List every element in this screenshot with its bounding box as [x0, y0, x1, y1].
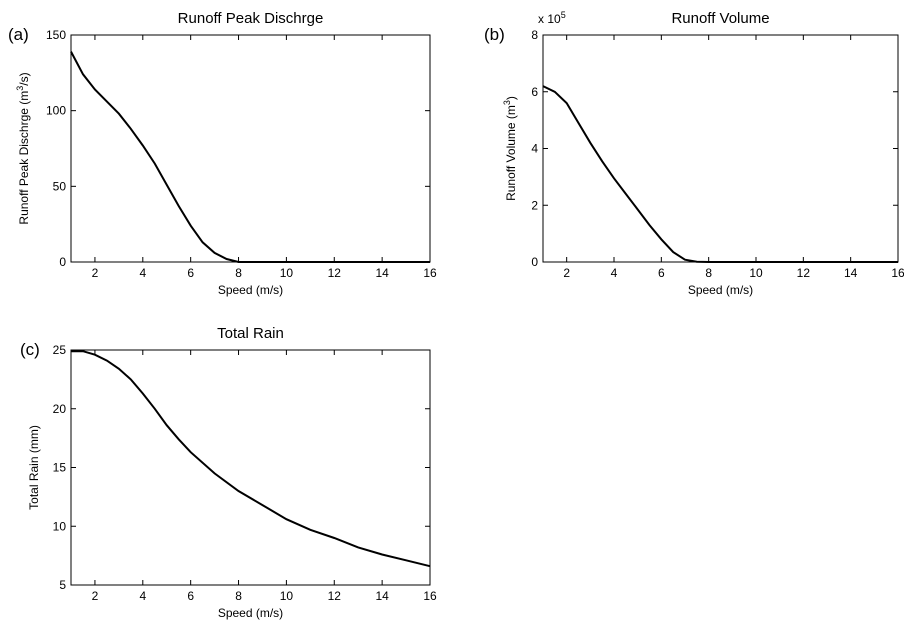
y-tick-label: 6	[531, 85, 538, 99]
x-tick-label: 14	[375, 266, 389, 280]
chart-title: Total Rain	[217, 325, 284, 342]
chart-panel-c: 2 4 6 8 10 12 14 16 5 10 15 20 25 Total Rain (c) Speed …	[20, 325, 437, 620]
y-tick-label: 100	[46, 104, 66, 118]
y-tick-label: 4	[531, 142, 538, 156]
x-tick-label: 2	[92, 266, 99, 280]
chart-title: Runoff Volume	[671, 10, 769, 27]
series-line	[71, 350, 431, 568]
series-line	[542, 85, 898, 263]
x-tick-label: 6	[658, 266, 665, 280]
y-tick-label: 150	[46, 28, 66, 42]
x-tick-label: 6	[187, 266, 194, 280]
x-tick-label: 4	[139, 266, 146, 280]
plot-frame	[542, 34, 899, 263]
x-tick-label: 2	[563, 266, 570, 280]
chart-panel-a: 2 4 6 8 10 12 14 16 0 50 100 150 Runoff Peak Dischrg…	[8, 10, 437, 297]
x-tick-label: 8	[235, 589, 242, 603]
x-tick-label: 16	[891, 266, 904, 280]
x-tick-label: 12	[328, 266, 342, 280]
x-tick-label: 4	[139, 589, 146, 603]
y-tick-label: 0	[531, 255, 538, 269]
x-axis-label: Speed (m/s)	[688, 283, 753, 297]
series-line	[70, 51, 430, 263]
y-tick-label: 5	[59, 578, 66, 592]
x-tick-label: 16	[423, 266, 437, 280]
panel-label: (b)	[484, 25, 505, 44]
y-tick-label: 15	[53, 461, 67, 475]
y-axis-label: Runoff Volume (m3)	[502, 96, 518, 201]
y-tick-label: 8	[531, 28, 538, 42]
x-axis-label: Speed (m/s)	[218, 283, 283, 297]
axis-exponent-label: x 105	[538, 10, 566, 26]
x-tick-label: 4	[611, 266, 618, 280]
x-axis-label: Speed (m/s)	[218, 606, 283, 620]
plot-frame	[70, 349, 431, 586]
y-tick-label: 10	[53, 519, 67, 533]
x-tick-label: 14	[844, 266, 858, 280]
y-tick-label: 0	[59, 255, 66, 269]
panel-label: (c)	[20, 340, 40, 359]
x-tick-label: 14	[375, 589, 389, 603]
x-tick-label: 10	[280, 266, 294, 280]
x-tick-label: 12	[797, 266, 811, 280]
y-axis-label: Runoff Peak Dischrge (m3/s)	[15, 72, 31, 224]
x-tick-label: 10	[280, 589, 294, 603]
y-tick-label: 20	[53, 402, 67, 416]
x-tick-label: 6	[187, 589, 194, 603]
x-tick-label: 2	[92, 589, 99, 603]
y-tick-label: 2	[531, 198, 538, 212]
x-tick-label: 8	[235, 266, 242, 280]
chart-panel-b: 2 4 6 8 10 12 14 16 0 2 4 6 8 Runoff Volume (b) Speed (…	[484, 10, 904, 297]
y-axis-label: Total Rain (mm)	[27, 425, 41, 510]
panel-label: (a)	[8, 25, 29, 44]
chart-title: Runoff Peak Dischrge	[178, 10, 324, 27]
x-tick-label: 10	[749, 266, 763, 280]
x-tick-label: 16	[423, 589, 437, 603]
plot-frame	[70, 34, 431, 263]
y-tick-label: 50	[53, 179, 67, 193]
x-tick-label: 8	[705, 266, 712, 280]
x-tick-label: 12	[328, 589, 342, 603]
y-tick-label: 25	[53, 343, 67, 357]
